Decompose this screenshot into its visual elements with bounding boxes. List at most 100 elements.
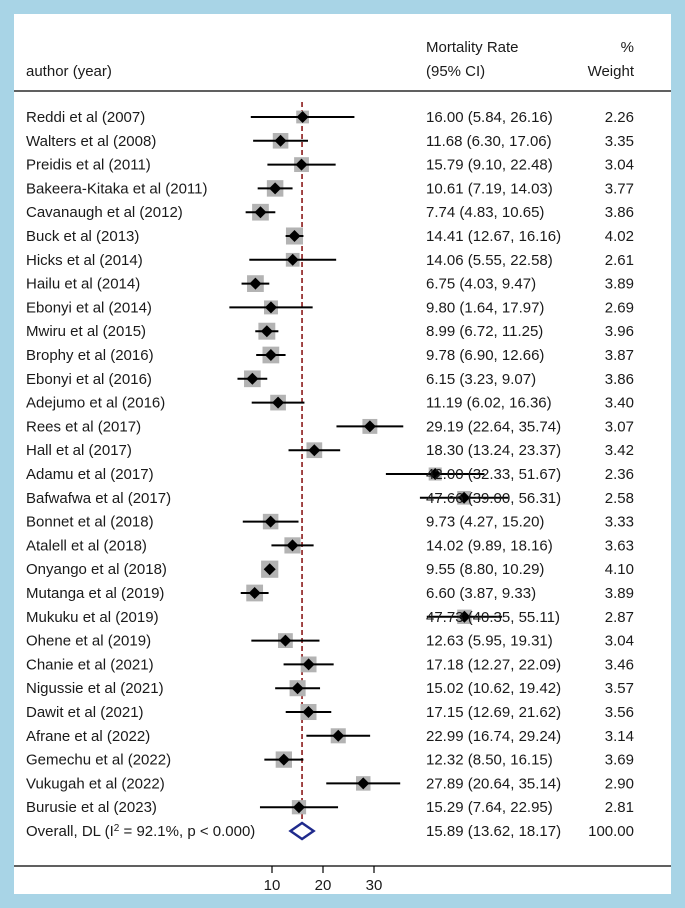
point-estimate-marker [249, 277, 262, 290]
weight-text: 3.63 [605, 537, 634, 554]
weight-column-header-line2: Weight [588, 63, 635, 80]
weight-text: 3.89 [605, 585, 634, 602]
study-label: Buck et al (2013) [26, 228, 139, 245]
weight-text: 4.02 [605, 228, 634, 245]
study-label: Vukugah et al (2022) [26, 775, 165, 792]
weight-text: 2.36 [605, 466, 634, 483]
study-label: Dawit et al (2021) [26, 704, 144, 721]
weight-text: 3.56 [605, 704, 634, 721]
point-estimate-marker [264, 301, 277, 314]
study-label: Bafwafwa et al (2017) [26, 490, 171, 507]
weight-text: 3.46 [605, 656, 634, 673]
study-row: Burusie et al (2023) 15.29 (7.64, 22.95) 2… [26, 799, 634, 816]
study-label: Onyango et al (2018) [26, 561, 167, 578]
estimate-ci-text: 9.78 (6.90, 12.66) [426, 347, 544, 364]
estimate-ci-text: 22.99 (16.74, 29.24) [426, 728, 561, 745]
estimate-ci-text: 10.61 (7.19, 14.03) [426, 180, 553, 197]
study-row: Hall et al (2017) 18.30 (13.24, 23.37) 3.4… [26, 442, 634, 459]
study-label: Hailu et al (2014) [26, 276, 140, 293]
study-row: Chanie et al (2021) 17.18 (12.27, 22.09) 3… [26, 656, 634, 673]
weight-text: 3.35 [605, 133, 634, 150]
point-estimate-marker [274, 134, 287, 147]
forest-plot-panel: author (year) Mortality Rate (95% CI) % … [14, 14, 671, 894]
study-row: Gemechu et al (2022) 12.32 (8.50, 16.15) 3… [26, 751, 634, 769]
study-row: Reddi et al (2007) 16.00 (5.84, 26.16) 2.2… [26, 109, 634, 126]
x-axis-tick-label: 30 [366, 877, 383, 894]
study-label: Ebonyi et al (2014) [26, 299, 152, 316]
point-estimate-marker [458, 491, 471, 504]
weight-text: 3.40 [605, 395, 634, 412]
study-label: Bakeera-Kitaka et al (2011) [26, 180, 208, 197]
study-label: Cavanaugh et al (2012) [26, 204, 183, 221]
weight-text: 3.07 [605, 418, 634, 435]
study-column-header: author (year) [26, 63, 112, 80]
study-row: Mukuku et al (2019) 47.73 (40.35, 55.11) 2… [26, 609, 634, 626]
estimate-ci-text: 42.00 (32.33, 51.67) [426, 466, 561, 483]
study-label: Mwiru et al (2015) [26, 323, 146, 340]
estimate-ci-text: 14.41 (12.67, 16.16) [426, 228, 561, 245]
study-row: Ohene et al (2019) 12.63 (5.95, 19.31) 3.0… [26, 633, 634, 650]
weight-text: 3.89 [605, 276, 634, 293]
point-estimate-marker [269, 182, 282, 195]
study-label: Preidis et al (2011) [26, 157, 151, 174]
estimate-ci-text: 6.75 (4.03, 9.47) [426, 276, 536, 293]
overall-diamond [288, 821, 316, 841]
study-row: Hicks et al (2014) 14.06 (5.55, 22.58) 2.6… [26, 252, 634, 269]
weight-text: 3.87 [605, 347, 634, 364]
study-rows: Reddi et al (2007) 16.00 (5.84, 26.16) 2.2… [26, 102, 634, 894]
study-label: Hicks et al (2014) [26, 252, 143, 269]
study-label: Hall et al (2017) [26, 442, 132, 459]
weight-text: 3.42 [605, 442, 634, 459]
estimate-ci-text: 9.80 (1.64, 17.97) [426, 299, 544, 316]
study-row: Bonnet et al (2018) 9.73 (4.27, 15.20) 3.3… [26, 514, 634, 531]
study-row: Bafwafwa et al (2017) 47.66 (39.00, 56.31… [26, 490, 634, 507]
point-estimate-marker [264, 349, 277, 361]
study-row: Mutanga et al (2019) 6.60 (3.87, 9.33) 3.8… [26, 584, 634, 602]
study-row: Adamu et al (2017) 42.00 (32.33, 51.67) 2.… [26, 466, 634, 483]
estimate-ci-text: 12.32 (8.50, 16.15) [426, 752, 553, 769]
study-row: Rees et al (2017) 29.19 (22.64, 35.74) 3.0… [26, 418, 634, 435]
estimate-ci-text: 15.02 (10.62, 19.42) [426, 680, 561, 697]
study-label: Afrane et al (2022) [26, 728, 150, 745]
overall-weight-text: 100.00 [588, 823, 634, 840]
estimate-ci-text: 9.55 (8.80, 10.29) [426, 561, 544, 578]
study-label: Bonnet et al (2018) [26, 514, 154, 531]
study-label: Adejumo et al (2016) [26, 395, 165, 412]
study-label: Brophy et al (2016) [26, 347, 154, 364]
weight-text: 3.86 [605, 204, 634, 221]
study-row: Cavanaugh et al (2012) 7.74 (4.83, 10.65)… [26, 203, 634, 221]
weight-text: 3.04 [605, 633, 634, 650]
estimate-ci-text: 9.73 (4.27, 15.20) [426, 514, 544, 531]
point-estimate-marker [302, 706, 315, 718]
point-estimate-marker [357, 777, 370, 790]
weight-text: 2.90 [605, 775, 634, 792]
estimate-ci-text: 8.99 (6.72, 11.25) [426, 323, 543, 340]
study-row: Atalell et al (2018) 14.02 (9.89, 18.16) 3… [26, 537, 634, 554]
study-label: Ohene et al (2019) [26, 633, 151, 650]
study-row: Mwiru et al (2015) 8.99 (6.72, 11.25) 3.96 [26, 322, 634, 340]
point-estimate-marker [308, 444, 321, 457]
weight-text: 2.58 [605, 490, 634, 507]
weight-text: 3.86 [605, 371, 634, 388]
point-estimate-marker [264, 515, 277, 528]
overall-row: Overall, DL (I2 = 92.1%, p < 0.000) 15.89… [26, 821, 634, 841]
point-estimate-marker [248, 587, 261, 599]
study-row: Brophy et al (2016) 9.78 (6.90, 12.66) 3.8… [26, 346, 634, 364]
estimate-ci-text: 47.73 (40.35, 55.11) [426, 609, 560, 626]
study-label: Gemechu et al (2022) [26, 752, 171, 769]
point-estimate-marker [260, 325, 273, 338]
study-row: Onyango et al (2018) 9.55 (8.80, 10.29) 4.… [26, 560, 634, 578]
estimate-ci-text: 6.15 (3.23, 9.07) [426, 371, 536, 388]
weight-text: 2.26 [605, 109, 634, 126]
study-row: Ebonyi et al (2014) 9.80 (1.64, 17.97) 2.6… [26, 299, 634, 316]
estimate-ci-text: 18.30 (13.24, 23.37) [426, 442, 561, 459]
point-estimate-marker [291, 682, 304, 695]
study-label: Burusie et al (2023) [26, 799, 157, 816]
weight-text: 3.33 [605, 514, 634, 531]
weight-text: 3.57 [605, 680, 634, 697]
point-estimate-marker [429, 468, 442, 480]
estimate-ci-text: 15.79 (9.10, 22.48) [426, 157, 553, 174]
point-estimate-marker [288, 230, 301, 242]
estimate-ci-text: 14.06 (5.55, 22.58) [426, 252, 553, 269]
study-label: Rees et al (2017) [26, 418, 141, 435]
